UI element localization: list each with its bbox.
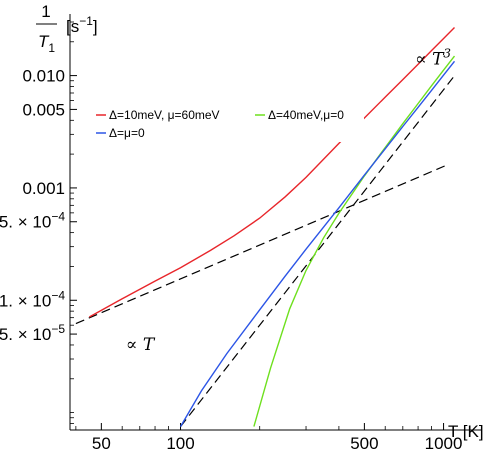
axes: 50 100 500 1000 0.010 0.005 0.001 5. × 10−4 1. ×…: [0, 14, 482, 453]
annotation-t-linear: ∝ T: [126, 335, 156, 355]
legend-entry-label: Δ=40meV,μ=0: [268, 108, 344, 122]
annotation-t-cubed: ∝ T3: [415, 47, 451, 70]
y-axis-title-denominator: T1: [38, 32, 55, 55]
x-tick-label: 100: [166, 434, 194, 453]
legend-entry-label: Δ=10meV, μ=60meV: [109, 108, 220, 122]
legend-entry-label: Δ=μ=0: [109, 126, 145, 140]
y-tick-label: 1. × 10−4: [0, 288, 65, 310]
x-axis-title: T [K]: [448, 422, 484, 441]
reference-line-t-linear: [75, 163, 450, 325]
y-tick-label: 0.010: [22, 67, 65, 86]
series-red-line: [88, 27, 455, 318]
x-tick-label: 500: [350, 434, 378, 453]
y-axis-title-numerator: 1: [41, 2, 50, 21]
x-tick-label: 50: [92, 434, 111, 453]
plot-area: [75, 27, 456, 427]
y-tick-label: 5. × 10−4: [0, 210, 65, 232]
series-blue-line: [179, 60, 456, 427]
labels: T [K] 1 T1 [s−1] ∝ T3 ∝ T: [36, 2, 484, 441]
x-tick-label: 1000: [425, 434, 463, 453]
y-axis-title-unit: [s−1]: [66, 14, 98, 36]
reference-line-t-cubed: [180, 75, 455, 427]
y-tick-label: 5. × 10−5: [0, 322, 65, 344]
y-tick-label: 0.001: [22, 179, 65, 198]
y-tick-label: 0.005: [22, 100, 65, 119]
legend-box: [94, 106, 364, 142]
legend: Δ=10meV, μ=60meV Δ=40meV,μ=0 Δ=μ=0: [94, 106, 364, 142]
